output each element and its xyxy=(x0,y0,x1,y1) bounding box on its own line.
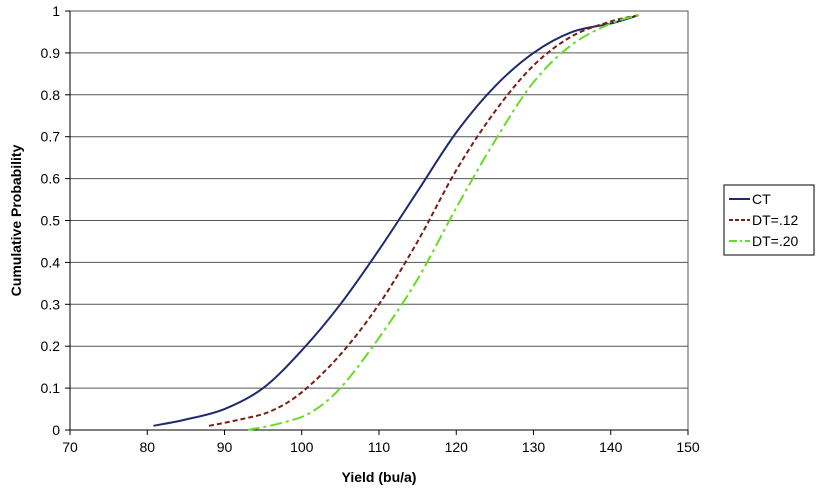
series-line-3 xyxy=(247,14,639,431)
y-tick-label: 0.3 xyxy=(41,296,61,312)
y-tick-label: 0.4 xyxy=(41,254,61,270)
x-tick-label: 90 xyxy=(217,439,233,455)
legend-label-2: DT=.12 xyxy=(752,212,799,228)
x-tick-label: 80 xyxy=(139,439,155,455)
y-tick-label: 0.8 xyxy=(41,87,61,103)
series-line-1 xyxy=(153,14,639,427)
legend: CT DT=.12 DT=.20 xyxy=(723,184,815,256)
y-tick-label: 1 xyxy=(52,3,60,19)
y-tick-label: 0.7 xyxy=(41,129,61,145)
legend-label-1: CT xyxy=(752,191,771,207)
series-line-2 xyxy=(208,14,639,427)
y-tick-label: 0.5 xyxy=(41,213,61,229)
y-tick-label: 0 xyxy=(52,422,60,438)
y-tick-label: 0.1 xyxy=(41,380,61,396)
grid-lines xyxy=(70,10,688,431)
x-tick-labels: 70 80 90 100 110 120 130 140 150 xyxy=(62,439,700,455)
x-tick-label: 100 xyxy=(290,439,314,455)
x-tick-label: 110 xyxy=(368,439,391,455)
y-tick-label: 0.2 xyxy=(41,338,61,354)
y-tick-label: 0.9 xyxy=(41,45,61,61)
x-tick-label: 70 xyxy=(62,439,78,455)
x-tick-label: 140 xyxy=(599,439,623,455)
x-tick-label: 120 xyxy=(445,439,469,455)
y-tick-labels: 0 0.1 0.2 0.3 0.4 0.5 0.6 0.7 0.8 0.9 1 xyxy=(41,3,61,438)
y-axis-title: Cumulative Probability xyxy=(8,144,24,296)
plot-frame xyxy=(65,10,689,435)
y-tick-label: 0.6 xyxy=(41,171,61,187)
x-tick-label: 150 xyxy=(676,439,700,455)
x-axis-title: Yield (bu/a) xyxy=(342,469,417,485)
legend-label-3: DT=.20 xyxy=(752,233,799,249)
x-tick-label: 130 xyxy=(522,439,546,455)
series-lines xyxy=(153,14,639,431)
